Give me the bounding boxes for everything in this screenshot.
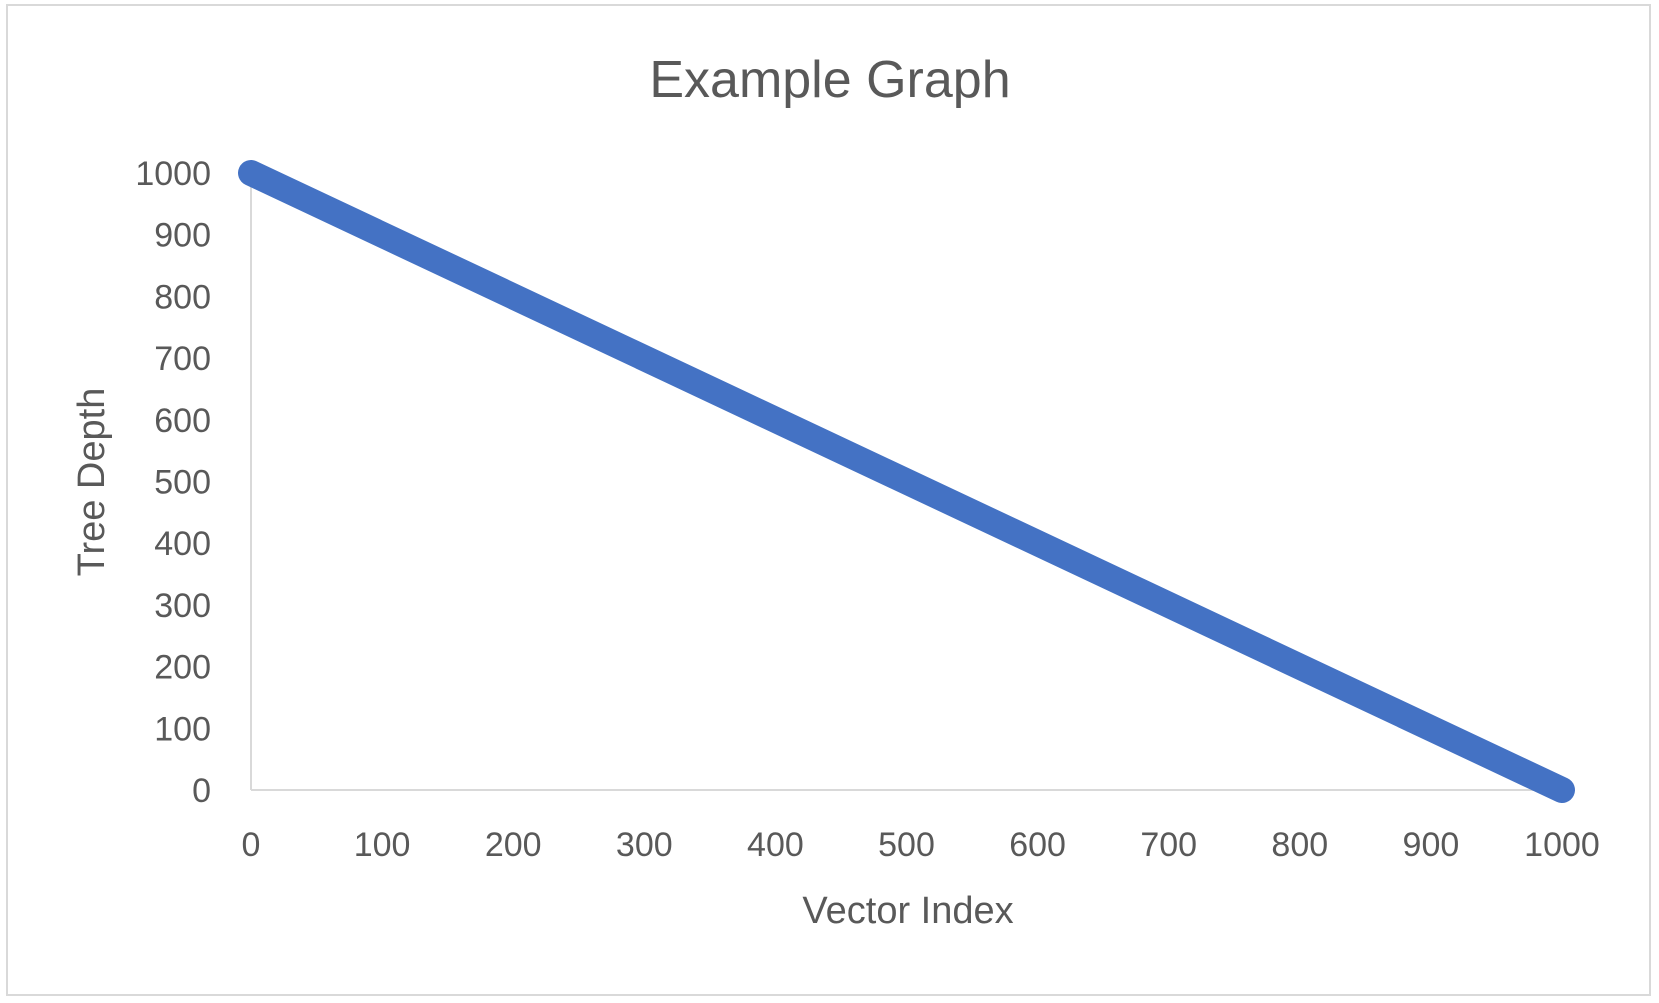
y-tick-label: 1000 (135, 155, 211, 193)
y-axis-title: Tree Depth (71, 388, 113, 577)
x-tick-label: 0 (242, 826, 261, 864)
chart-title: Example Graph (649, 51, 1010, 109)
y-tick-label: 800 (154, 278, 211, 316)
x-tick-label: 900 (1403, 826, 1460, 864)
y-axis-ticks: 0 100 200 300 400 500 600 700 800 900 1000 (135, 155, 211, 810)
x-tick-label: 800 (1271, 826, 1328, 864)
y-tick-label: 200 (154, 649, 211, 687)
x-tick-label: 600 (1009, 826, 1066, 864)
y-tick-label: 500 (154, 464, 211, 502)
x-tick-label: 1000 (1524, 826, 1600, 864)
y-tick-label: 900 (154, 217, 211, 255)
x-tick-label: 700 (1140, 826, 1197, 864)
y-tick-label: 700 (154, 340, 211, 378)
y-tick-label: 400 (154, 525, 211, 563)
series-layer (238, 160, 1575, 803)
series-line (238, 160, 1575, 803)
x-axis-title: Vector Index (802, 890, 1013, 932)
x-tick-label: 300 (616, 826, 673, 864)
x-tick-label: 500 (878, 826, 935, 864)
x-tick-label: 200 (485, 826, 542, 864)
chart-frame (6, 4, 1651, 996)
x-tick-label: 400 (747, 826, 804, 864)
y-tick-label: 0 (192, 772, 211, 810)
y-tick-label: 600 (154, 402, 211, 440)
y-tick-label: 100 (154, 710, 211, 748)
x-axis-ticks: 0 100 200 300 400 500 600 700 800 900 1000 (242, 826, 1600, 864)
y-tick-label: 300 (154, 587, 211, 625)
x-tick-label: 100 (354, 826, 411, 864)
